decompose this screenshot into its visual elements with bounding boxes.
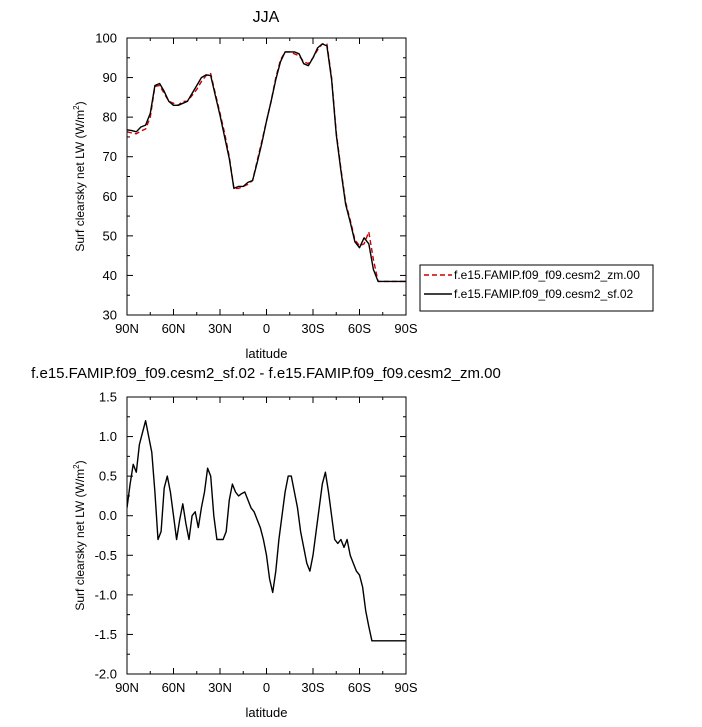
y-axis-label-sup: 2 [72, 105, 81, 110]
x-tick-label: 30S [301, 680, 324, 695]
series-line-2 [127, 43, 406, 283]
legend-label-1: f.e15.FAMIP.f09_f09.cesm2_zm.00 [454, 268, 640, 282]
x-tick-label: 60S [348, 321, 371, 336]
y-tick-label: 60 [103, 189, 117, 204]
y-tick-label: -0.5 [95, 548, 117, 563]
y-tick-label: -1.0 [95, 587, 117, 602]
series-line-1 [127, 420, 406, 642]
x-axis-label: latitude [246, 705, 288, 720]
x-tick-label: 90S [394, 321, 417, 336]
y-tick-label: 70 [103, 149, 117, 164]
y-axis-label-sup: 2 [72, 464, 81, 469]
y-tick-label: 80 [103, 110, 117, 125]
y-axis-label-main: Surf clearsky net LW (W/m [73, 110, 87, 252]
chart-title: f.e15.FAMIP.f09_f09.cesm2_sf.02 - f.e15.… [31, 365, 501, 382]
legend: f.e15.FAMIP.f09_f09.cesm2_zm.00 f.e15.FAM… [419, 264, 654, 312]
x-tick-label: 90N [115, 680, 139, 695]
x-tick-label: 90N [115, 321, 139, 336]
y-tick-label: 90 [103, 70, 117, 85]
y-tick-label: 1.0 [99, 429, 117, 444]
x-tick-label: 0 [263, 680, 270, 695]
y-tick-label: -2.0 [95, 667, 117, 682]
y-tick-label: 100 [95, 31, 117, 46]
x-tick-label: 60N [162, 321, 186, 336]
y-tick-label: 0.0 [99, 508, 117, 523]
chart-panel-1: JJA 90N 60N 30N 0 30S 60S 90S 30 40 50 60 70 80 90 100 l… [72, 9, 418, 361]
plot-frame [126, 396, 407, 675]
legend-label-2: f.e15.FAMIP.f09_f09.cesm2_sf.02 [454, 287, 634, 301]
y-tick-label: 0.5 [99, 469, 117, 484]
y-axis-label-tail: ) [73, 460, 87, 464]
plot-frame [126, 37, 407, 316]
legend-box [419, 264, 654, 312]
chart-panel-2: f.e15.FAMIP.f09_f09.cesm2_sf.02 - f.e15.… [31, 365, 501, 720]
y-axis-label: Surf clearsky net LW (W/m2) [72, 460, 87, 610]
y-tick-label: 50 [103, 228, 117, 243]
y-tick-label: -1.5 [95, 627, 117, 642]
chart-title: JJA [253, 9, 280, 26]
y-tick-label: 30 [103, 308, 117, 323]
x-tick-label: 60S [348, 680, 371, 695]
x-tick-label: 30S [301, 321, 324, 336]
y-axis-label-tail: ) [73, 101, 87, 105]
x-tick-label: 30N [208, 321, 232, 336]
x-tick-label: 0 [263, 321, 270, 336]
y-tick-label: 1.5 [99, 390, 117, 405]
x-axis-label: latitude [246, 346, 288, 361]
y-axis-label-main: Surf clearsky net LW (W/m [73, 469, 87, 611]
x-tick-label: 60N [162, 680, 186, 695]
x-tick-label: 90S [394, 680, 417, 695]
y-tick-label: 40 [103, 268, 117, 283]
series-line-1 [127, 43, 406, 283]
y-axis-label: Surf clearsky net LW (W/m2) [72, 101, 87, 251]
x-tick-label: 30N [208, 680, 232, 695]
